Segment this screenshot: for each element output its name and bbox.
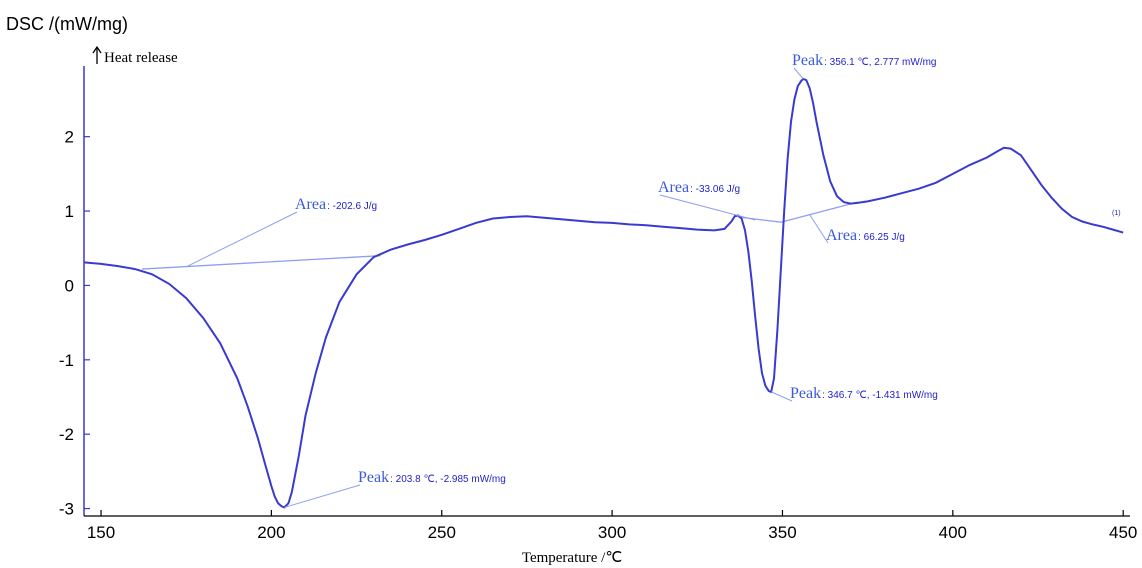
annotation-label: Peak: 346.7 ℃, -1.431 mW/mg	[790, 385, 938, 402]
annotation-key: Peak	[358, 469, 389, 486]
baseline-line	[141, 255, 381, 270]
annotation-key: Peak	[792, 52, 823, 69]
baseline-line	[780, 201, 858, 223]
annotation-key: Peak	[790, 385, 821, 402]
annotation-leader	[771, 391, 793, 402]
heat-release-indicator: Heat release	[92, 45, 178, 66]
annotation-peak: Peak: 346.7 ℃, -1.431 mW/mg	[790, 385, 938, 402]
annotation-leader	[793, 67, 804, 80]
x-tick-label: 200	[257, 523, 285, 542]
axis-ticks: 150 200 250 300 350 400 450 -3 -2 -1 0 1 2	[59, 128, 1137, 542]
x-tick-label: 400	[939, 523, 967, 542]
annotation-area: Area: -202.6 J/g	[295, 196, 377, 213]
annotation-area: Area: 66.25 J/g	[826, 227, 905, 244]
x-tick-label: 300	[598, 523, 626, 542]
x-tick-label: 150	[87, 523, 115, 542]
y-tick-label: -3	[59, 500, 74, 519]
y-tick-label: -2	[59, 425, 74, 444]
annotation-leader	[284, 484, 361, 508]
annotation-value: : -202.6 J/g	[327, 201, 377, 212]
y-axis-title: DSC /(mW/mg)	[6, 14, 128, 34]
annotation-label: Peak: 356.1 ℃, 2.777 mW/mg	[792, 52, 937, 69]
annotation-label: Area: -33.06 J/g	[658, 179, 740, 196]
dsc-curve	[83, 77, 1124, 509]
annotation-value: : 346.7 ℃, -1.431 mW/mg	[822, 390, 938, 401]
annotation-area: Area: -33.06 J/g	[658, 179, 740, 196]
annotation-label: Peak: 203.8 ℃, -2.985 mW/mg	[358, 469, 506, 486]
annotation-key: Area	[658, 179, 689, 196]
annotation-key: Area	[295, 196, 326, 213]
annotation-leader	[659, 194, 756, 221]
baseline-line	[738, 216, 781, 223]
annotation-peak: Peak: 203.8 ℃, -2.985 mW/mg	[358, 469, 506, 486]
y-tick-label: 0	[65, 276, 74, 295]
annotation-value: : 203.8 ℃, -2.985 mW/mg	[390, 474, 506, 485]
annotation-value: : 66.25 J/g	[858, 232, 905, 243]
annotation-leader	[809, 214, 829, 244]
annotation-label: Area: -202.6 J/g	[295, 196, 377, 213]
x-tick-label: 250	[428, 523, 456, 542]
annotation-label: Area: 66.25 J/g	[826, 227, 905, 244]
curve-tag: (1)	[1112, 210, 1121, 217]
x-tick-label: 350	[768, 523, 796, 542]
annotation-leaders	[185, 67, 829, 508]
annotation-leader	[185, 211, 298, 268]
annotation-peak: Peak: 356.1 ℃, 2.777 mW/mg	[792, 52, 937, 69]
x-axis-title: Temperature /℃	[522, 550, 622, 566]
annotation-value: : -33.06 J/g	[690, 184, 740, 195]
annotation-value: : 356.1 ℃, 2.777 mW/mg	[824, 57, 936, 68]
annotation-key: Area	[826, 227, 857, 244]
up-arrow-icon	[92, 45, 102, 64]
heat-release-label: Heat release	[104, 50, 178, 66]
y-tick-label: 2	[65, 128, 74, 147]
x-tick-label: 450	[1109, 523, 1137, 542]
y-tick-label: 1	[65, 202, 74, 221]
y-tick-label: -1	[59, 351, 74, 370]
